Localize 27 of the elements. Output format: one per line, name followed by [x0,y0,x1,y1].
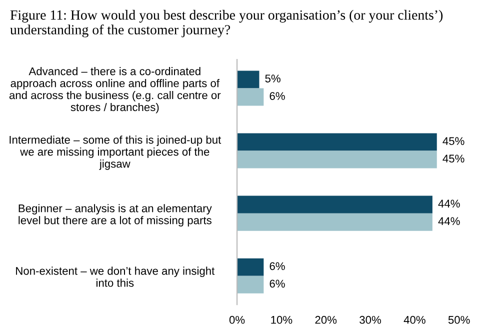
x-tick-label: 0% [229,316,245,324]
bar [237,258,264,276]
data-label: 6% [270,92,285,100]
data-label: 6% [270,280,285,288]
bar [237,150,437,168]
data-label: 45% [442,137,464,145]
y-tick-label: Beginner – analysis is at an elementary level but there are a lot of missing parts [18,204,212,226]
data-label: 44% [438,200,460,208]
data-label: 6% [270,262,285,270]
data-label: 44% [438,217,460,226]
x-tick-label: 30% [360,316,381,324]
x-tick-label: 10% [271,316,292,324]
bar [237,133,437,151]
data-label: 5% [265,74,280,82]
data-label: 45% [442,154,464,163]
y-tick-label: Intermediate – some of this is joined-up but we are missing important pieces of the jigsaw [10,136,222,170]
x-tick-label: 50% [448,316,470,324]
chart-title: Figure 11: How would you best describe your organisation’s (or your clients’) understanding of the customer journey? [10,10,443,38]
bar [237,70,260,88]
bar [237,213,432,231]
y-tick-label: Non-existent – we don’t have any insight into this [16,266,215,287]
y-tick-label: Advanced – there is a co-ordinated approach across online and offline parts of and across the business (e.g. call centre or stores / branches) [9,67,221,114]
bar [237,276,264,294]
x-tick-label: 20% [315,316,337,324]
bar [237,88,264,106]
x-tick-label: 40% [404,316,426,324]
bar [237,196,432,214]
